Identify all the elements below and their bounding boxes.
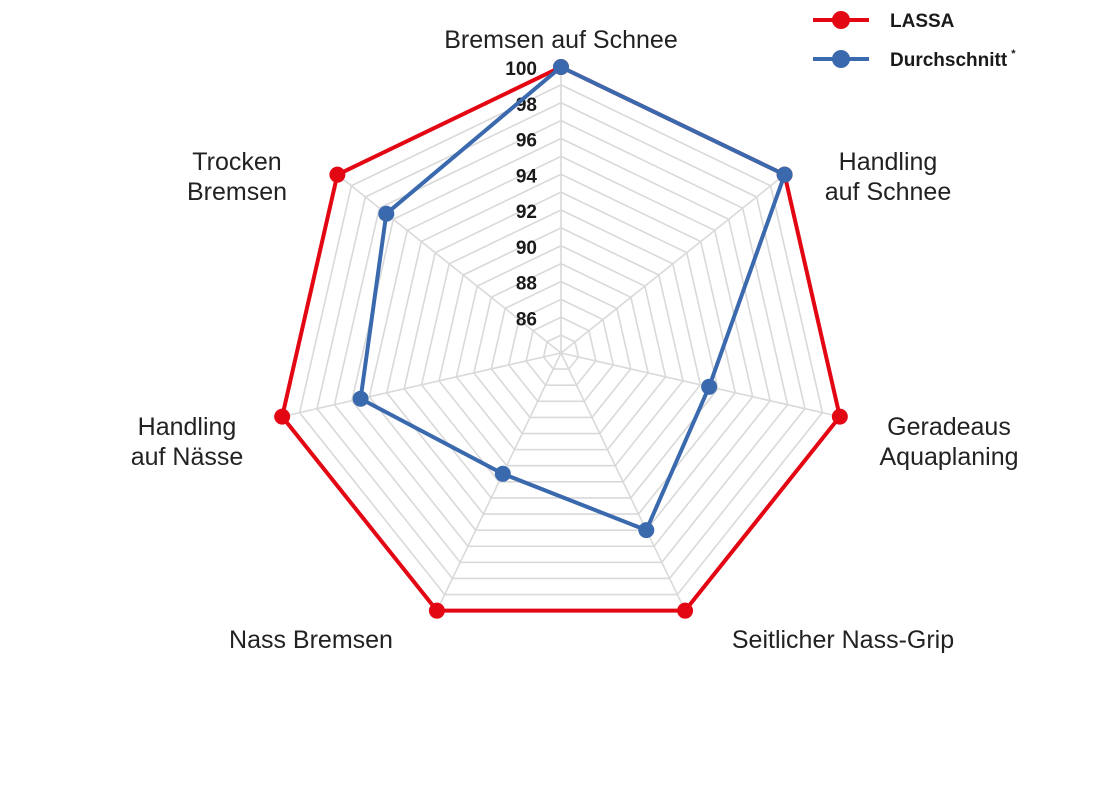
radar-spokes — [281, 67, 841, 612]
grid-ring — [490, 280, 632, 419]
axis-label-line: auf Schnee — [825, 178, 952, 206]
axis-label-line: Bremsen — [187, 178, 287, 206]
axis-label: Handling auf Nässe — [131, 413, 244, 471]
legend: LASSA Durchschnitt * — [813, 11, 1016, 71]
axis-label-line: Seitlicher Nass-Grip — [732, 626, 954, 654]
axis-label: Trocken Bremsen — [187, 148, 287, 206]
data-point — [638, 522, 655, 539]
axis-label-line: auf Nässe — [131, 443, 244, 471]
legend-superscript: * — [1011, 48, 1016, 60]
tick-label: 92 — [516, 202, 537, 223]
axis-label-line: Nass Bremsen — [229, 626, 393, 654]
axis-label: Geradeaus Aquaplaning — [879, 413, 1018, 471]
grid-ring — [542, 334, 580, 370]
tick-label: 88 — [516, 274, 537, 295]
data-point — [494, 465, 511, 482]
legend-series-name: Durchschnitt — [890, 50, 1008, 71]
data-point — [677, 602, 694, 619]
radar-series — [274, 59, 848, 619]
axis-label: Bremsen auf Schnee — [444, 26, 677, 54]
tick-label: 94 — [516, 166, 538, 187]
grid-ring — [420, 209, 702, 483]
legend-marker — [832, 11, 850, 29]
axis-label: Nass Bremsen — [229, 626, 393, 654]
tick-label: 100 — [505, 59, 537, 80]
series-durchschnitt — [352, 59, 793, 539]
grid-ring — [385, 173, 737, 515]
data-point — [428, 602, 445, 619]
data-point — [378, 205, 395, 222]
axis-label-line: Handling — [839, 148, 938, 176]
grid-ring — [333, 119, 789, 564]
data-point — [274, 408, 291, 425]
axis-label-line: Bremsen auf Schnee — [444, 26, 677, 54]
axis-spoke — [336, 174, 562, 354]
axis-spoke — [281, 352, 562, 418]
legend-item: Durchschnitt * — [813, 48, 1016, 71]
data-point — [701, 378, 718, 395]
axis-label-line: Trocken — [192, 148, 281, 176]
data-point — [329, 166, 346, 183]
grid-ring — [368, 155, 754, 531]
axis-spoke — [560, 352, 686, 612]
grid-ring — [438, 226, 684, 467]
data-point — [776, 166, 793, 183]
axis-label-line: Aquaplaning — [879, 443, 1018, 471]
axis-spoke — [560, 174, 786, 354]
axis-label-line: Handling — [138, 413, 237, 441]
axis-label: Handling auf Schnee — [825, 148, 952, 206]
data-point — [553, 59, 569, 75]
data-point — [352, 390, 369, 407]
grid-ring — [473, 262, 649, 435]
legend-marker — [832, 50, 850, 68]
series-line — [280, 64, 842, 613]
tick-label: 90 — [516, 238, 537, 259]
grid-ring — [298, 83, 824, 596]
grid-ring — [507, 298, 615, 403]
grid-ring — [455, 244, 667, 451]
tick-label: 86 — [516, 309, 537, 330]
axis-label: Seitlicher Nass-Grip — [732, 626, 954, 654]
legend-label: Durchschnitt * — [890, 48, 1016, 71]
axis-spoke — [560, 352, 841, 418]
legend-series-name: LASSA — [890, 11, 955, 32]
axis-label-line: Geradeaus — [887, 413, 1011, 441]
data-point — [831, 408, 848, 425]
series-line — [358, 64, 788, 533]
legend-item: LASSA — [813, 11, 955, 32]
legend-label: LASSA — [890, 11, 955, 32]
tick-label: 96 — [516, 131, 537, 152]
axis-spoke — [436, 352, 562, 612]
grid-ring — [525, 316, 597, 387]
grid-ring — [351, 137, 771, 548]
